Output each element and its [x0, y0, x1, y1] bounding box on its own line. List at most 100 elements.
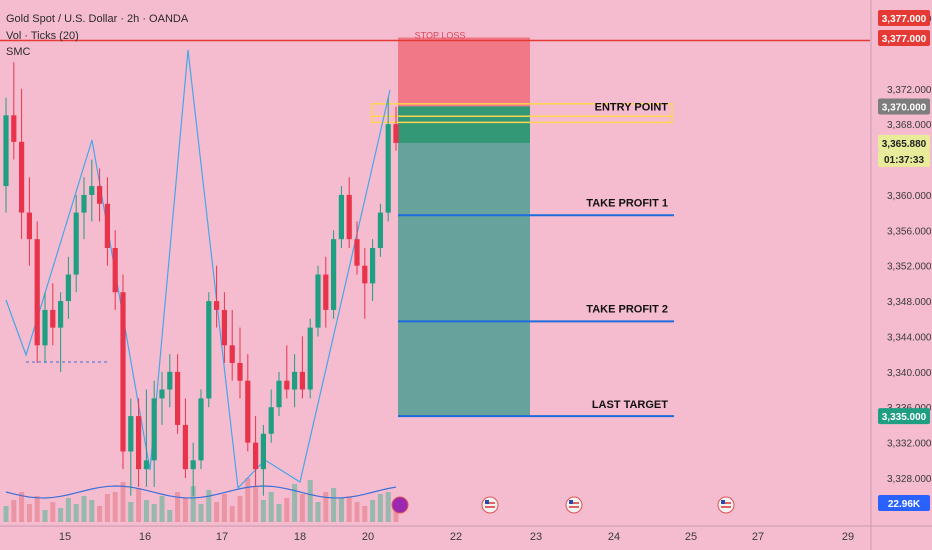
x-tick-label: 24 [608, 531, 620, 543]
last-target-label: LAST TARGET [592, 399, 668, 411]
entry-price-tag: 3,370.000 [882, 102, 927, 113]
volume-bar [346, 496, 352, 522]
candle-body [315, 274, 321, 328]
candle-body [182, 424, 188, 470]
volume-bar [229, 506, 235, 522]
y-tick-label: 3,368.000 [887, 120, 932, 131]
entry-price-tag-bg [878, 98, 930, 115]
volume-bar [26, 504, 32, 522]
volume-bar [315, 502, 321, 522]
candle-body [393, 124, 399, 143]
smc-indicator-label[interactable]: SMC [6, 46, 31, 58]
volume-bar [206, 490, 212, 522]
candle-body [112, 248, 118, 293]
countdown-tag: 01:37:33 [884, 155, 924, 166]
current-price-tag: 3,365.880 [882, 139, 927, 150]
x-tick-label: 15 [59, 531, 71, 543]
volume-bar [175, 492, 181, 522]
volume-bar [3, 506, 9, 522]
candle-body [292, 371, 298, 390]
volume-bar [34, 496, 40, 522]
candle-body [58, 301, 64, 328]
candle-body [167, 371, 173, 390]
us-flag-event-icon [565, 496, 583, 514]
candle-body [3, 115, 9, 187]
stop-loss-zone [398, 37, 530, 107]
candle-body [151, 398, 157, 461]
candle-body [214, 301, 220, 310]
volume-bar [128, 502, 134, 522]
candle-body [104, 203, 110, 248]
candle-body [370, 248, 376, 284]
candle-body [362, 265, 368, 284]
candle-body [175, 371, 181, 425]
zigzag-line [5, 49, 391, 490]
candle-body [268, 407, 274, 434]
candle-body [97, 186, 103, 204]
lightning-event-icon [391, 496, 409, 514]
y-tick-label: 3,372.000 [887, 85, 932, 96]
target-price-tag: 3,335.000 [882, 412, 927, 423]
volume-bar [112, 492, 118, 522]
volume-bar [362, 506, 368, 522]
volume-bar [97, 506, 103, 522]
countdown-tag-bg [878, 150, 930, 167]
volume-bar [182, 498, 188, 522]
x-tick-label: 25 [685, 531, 697, 543]
x-tick-label: 29 [842, 531, 854, 543]
candle-body [323, 274, 329, 310]
candle-body [354, 239, 360, 266]
volume-tag: 22.96K [888, 499, 921, 510]
candle-body [221, 309, 227, 346]
candle-body [377, 212, 383, 248]
stop-price-tag-bottom: 3,377.000 [882, 34, 927, 45]
candle-body [128, 416, 134, 452]
volume-bar [65, 498, 71, 522]
entry-point-label: ENTRY POINT [595, 101, 669, 113]
y-tick-label: 3,344.000 [887, 332, 932, 343]
volume-bar [338, 498, 344, 522]
volume-indicator-label[interactable]: Vol · Ticks (20) [6, 30, 79, 42]
volume-bar [276, 504, 282, 522]
volume-bar [323, 492, 329, 522]
candle-body [34, 239, 40, 346]
x-tick-label: 22 [450, 531, 462, 543]
volume-bar [50, 502, 56, 522]
candle-body [198, 398, 204, 461]
volume-bar [190, 486, 196, 522]
volume-bar [19, 492, 25, 522]
candle-body [253, 442, 259, 470]
candle-body [136, 416, 142, 470]
volume-bar [260, 500, 266, 522]
chart-title[interactable]: Gold Spot / U.S. Dollar · 2h · OANDA [6, 13, 189, 25]
us-flag-event-icon [481, 496, 499, 514]
x-tick-label: 20 [362, 531, 374, 543]
volume-bar [221, 494, 227, 522]
candle-body [143, 460, 149, 470]
volume-bar [284, 498, 290, 522]
candle-body [89, 186, 95, 195]
x-tick-label: 23 [530, 531, 542, 543]
volume-bar [104, 494, 110, 522]
candle-body [190, 460, 196, 470]
candle-body [245, 380, 251, 443]
take-profit-zone [398, 106, 530, 417]
volume-bar [159, 496, 165, 522]
x-tick-label: 18 [294, 531, 306, 543]
volume-bar [385, 492, 391, 522]
volume-bar [151, 504, 157, 522]
candle-body [26, 212, 32, 240]
candle-body [385, 124, 391, 213]
volume-bar [377, 494, 383, 522]
volume-bar [393, 510, 399, 522]
current-price-tag-bg [878, 134, 930, 151]
candle-body [346, 194, 352, 240]
volume-bar [143, 500, 149, 522]
y-tick-label: 3,352.000 [887, 262, 932, 273]
volume-bar [11, 500, 17, 522]
candle-body [229, 345, 235, 363]
volume-bar [268, 492, 274, 522]
candle-body [206, 301, 212, 399]
